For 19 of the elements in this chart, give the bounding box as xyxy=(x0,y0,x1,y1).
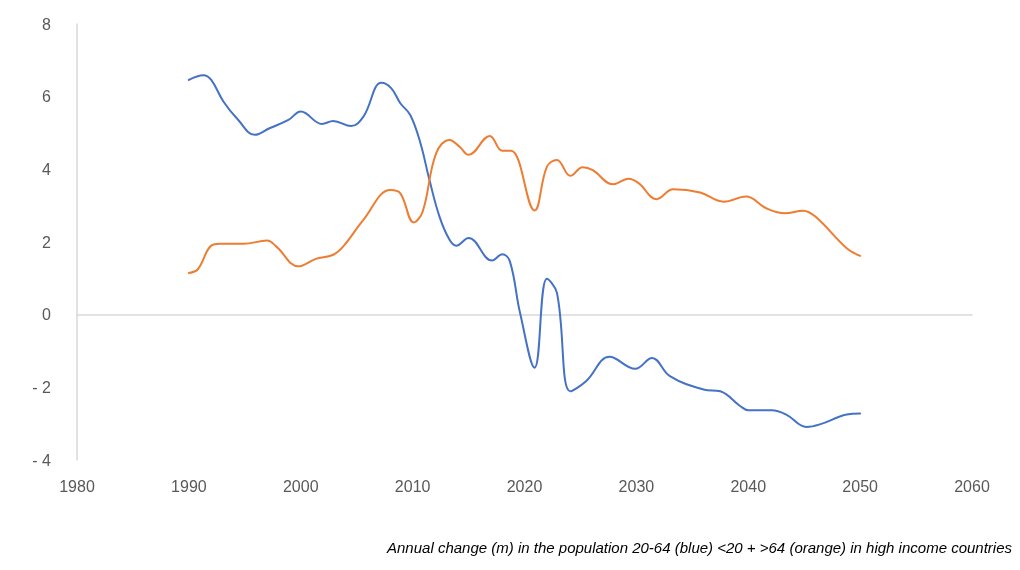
x-tick-label: 1990 xyxy=(171,477,207,495)
x-tick-label: 2040 xyxy=(730,477,767,495)
x-tick-label: 2000 xyxy=(282,477,319,495)
line-series xyxy=(187,74,862,428)
x-tick-label: 2010 xyxy=(394,477,431,495)
y-tick-label: 6 xyxy=(42,88,52,106)
y-tick-label: 0 xyxy=(42,306,52,324)
x-tick-label: 2030 xyxy=(618,477,655,495)
y-tick-label: 8 xyxy=(42,15,52,33)
x-tick-label: 2060 xyxy=(954,477,990,495)
y-tick-label: 2 xyxy=(42,233,52,251)
line-series xyxy=(187,134,862,274)
x-tick-label: 1980 xyxy=(59,477,95,495)
text: Annual change (m) in the population 20-64 (blue) <20 + >64 (orange) in high income countries xyxy=(386,539,1013,556)
y-tick-label: 4 xyxy=(42,160,52,178)
x-tick-label: 2020 xyxy=(506,477,543,495)
x-tick-label: 2050 xyxy=(842,477,879,495)
y-tick-label: - 2 xyxy=(32,378,52,396)
y-tick-label: - 4 xyxy=(32,451,52,469)
